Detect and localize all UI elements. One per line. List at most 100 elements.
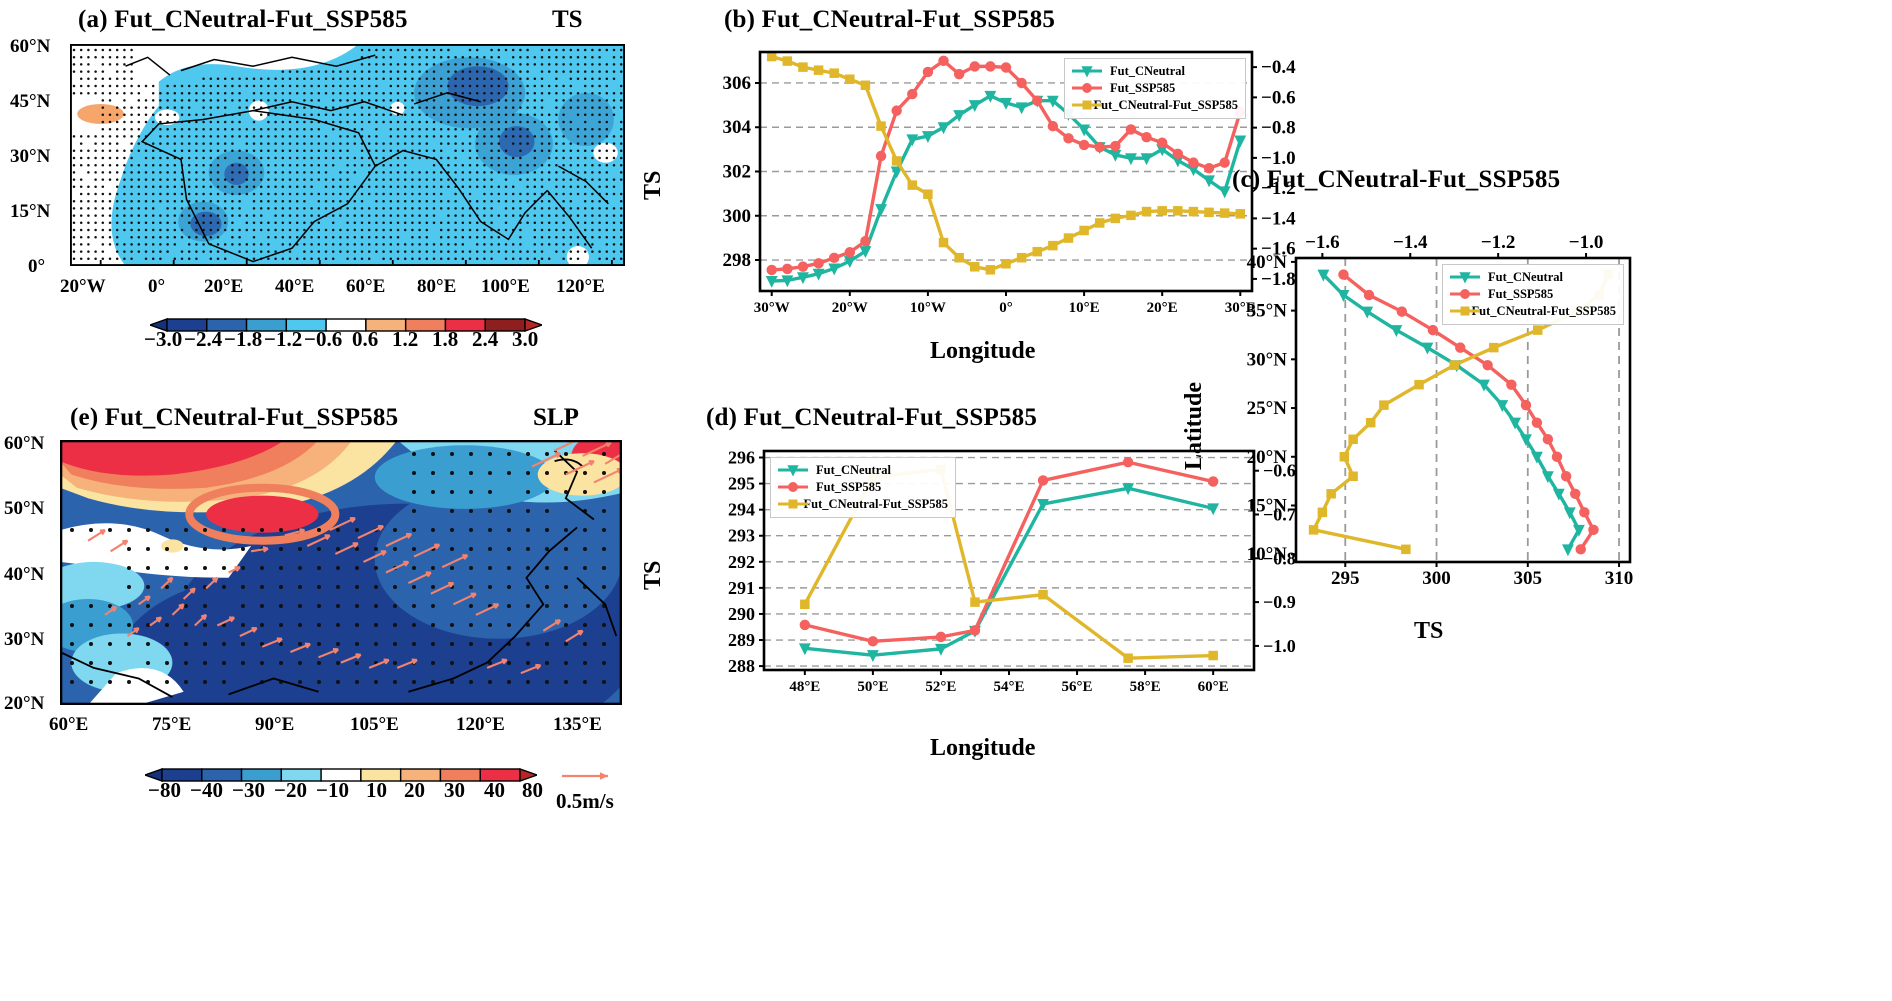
svg-text:58°E: 58°E <box>1130 679 1161 695</box>
svg-text:−1.6: −1.6 <box>1261 239 1296 260</box>
svg-text:10°E: 10°E <box>1069 300 1100 316</box>
panel-a-ytick-0: 0° <box>28 256 46 277</box>
panel-a-ytick-30N: 30°N <box>10 146 51 167</box>
panel-a-cbar-tick-4: −0.6 <box>304 327 343 351</box>
svg-text:50°E: 50°E <box>857 679 888 695</box>
panel-a-corner-label: TS <box>552 6 583 33</box>
svg-text:−1.6: −1.6 <box>1305 232 1340 253</box>
svg-text:296: 296 <box>728 448 755 468</box>
panel-a-xtick-40E: 40°E <box>275 276 315 297</box>
panel-e-cbar-tick-4: −10 <box>316 778 349 802</box>
panel-b-ylabel: TS <box>640 170 666 200</box>
panel-e-ytick-50N: 50°N <box>4 498 45 519</box>
panel-a-cbar-tick-8: 2.4 <box>472 327 499 351</box>
panel-a-xtick-0: 0° <box>148 276 166 297</box>
svg-text:56°E: 56°E <box>1062 679 1093 695</box>
svg-text:20°E: 20°E <box>1147 300 1178 316</box>
svg-text:−0.6: −0.6 <box>1261 87 1296 108</box>
panel-a-xtick-20W: 20°W <box>60 276 106 297</box>
legend-item-ssp585: Fut_SSP585 <box>776 479 948 496</box>
panel-e-ytick-20N: 20°N <box>4 693 45 714</box>
legend-swatch-cneutral <box>1448 272 1482 284</box>
svg-text:25°N: 25°N <box>1247 398 1288 419</box>
panel-e-xtick-60E: 60°E <box>49 714 89 735</box>
panel-b-title: (b) Fut_CNeutral-Fut_SSP585 <box>724 6 1056 33</box>
legend-item-cneutral: Fut_CNeutral <box>1070 63 1238 80</box>
svg-text:40°N: 40°N <box>1247 252 1288 273</box>
svg-text:−0.6: −0.6 <box>1263 461 1296 481</box>
legend-label-cneutral: Fut_CNeutral <box>1488 270 1563 285</box>
svg-text:−1.2: −1.2 <box>1261 178 1296 199</box>
legend-label-diff: Fut_CNeutral-Fut_SSP585 <box>1471 304 1616 319</box>
panel-e-corner-label: SLP <box>533 404 579 431</box>
svg-text:−0.8: −0.8 <box>1263 548 1296 568</box>
svg-text:−0.8: −0.8 <box>1261 118 1296 139</box>
panel-a-cbar-tick-5: 0.6 <box>352 327 379 351</box>
panel-e-cbar-tick-5: 10 <box>366 778 387 802</box>
svg-text:292: 292 <box>728 552 755 572</box>
panel-a-xtick-80E: 80°E <box>417 276 457 297</box>
panel-e-xtick-75E: 75°E <box>152 714 192 735</box>
panel-e-cbar-tick-9: 80 <box>522 778 543 802</box>
legend-label-cneutral: Fut_CNeutral <box>1110 64 1185 79</box>
legend-label-diff: Fut_CNeutral-Fut_SSP585 <box>1093 98 1238 113</box>
panel-e-cbar-tick-0: −80 <box>148 778 181 802</box>
svg-text:35°N: 35°N <box>1247 301 1288 322</box>
legend-label-ssp585: Fut_SSP585 <box>1488 287 1554 302</box>
panel-d-legend: Fut_CNeutral Fut_SSP585 Fut_CNeutral-Fut_S… <box>770 457 956 518</box>
legend-swatch-ssp585 <box>776 482 810 492</box>
legend-swatch-diff <box>1070 100 1102 110</box>
panel-e-cbar-tick-1: −40 <box>190 778 223 802</box>
legend-item-ssp585: Fut_SSP585 <box>1448 286 1616 303</box>
svg-text:−0.4: −0.4 <box>1261 57 1296 78</box>
panel-a-cbar-tick-0: −3.0 <box>144 327 183 351</box>
legend-item-ssp585: Fut_SSP585 <box>1070 80 1238 97</box>
panel-c-legend: Fut_CNeutral Fut_SSP585 Fut_CNeutral-Fut_S… <box>1442 264 1624 325</box>
svg-text:10°W: 10°W <box>910 300 946 316</box>
svg-text:302: 302 <box>723 162 752 183</box>
panel-e-ytick-30N: 30°N <box>4 629 45 650</box>
panel-e-map <box>60 440 622 705</box>
panel-e-ytick-60N: 60°N <box>4 433 45 454</box>
panel-a-ytick-45N: 45°N <box>10 91 51 112</box>
panel-d-chart: 48°E 50°E 52°E 54°E 56°E 58°E 60°E 288 289 290 291… <box>708 445 1308 700</box>
legend-item-diff: Fut_CNeutral-Fut_SSP585 <box>1448 303 1616 320</box>
panel-e-cbar-tick-3: −20 <box>274 778 307 802</box>
legend-item-cneutral: Fut_CNeutral <box>1448 269 1616 286</box>
panel-d-ylabel: TS <box>640 560 666 590</box>
panel-e-xtick-135E: 135°E <box>553 714 602 735</box>
panel-e-xtick-120E: 120°E <box>456 714 505 735</box>
panel-e-xtick-90E: 90°E <box>255 714 295 735</box>
panel-a-xtick-20E: 20°E <box>204 276 244 297</box>
svg-text:300: 300 <box>1422 568 1451 589</box>
panel-a-cbar-tick-1: −2.4 <box>184 327 223 351</box>
legend-swatch-cneutral <box>776 465 810 477</box>
svg-text:−1.2: −1.2 <box>1481 232 1516 253</box>
panel-b-legend: Fut_CNeutral Fut_SSP585 Fut_CNeutral-Fut_S… <box>1064 58 1246 119</box>
svg-text:10°N: 10°N <box>1247 544 1288 565</box>
panel-e-xtick-105E: 105°E <box>350 714 399 735</box>
legend-swatch-diff <box>776 499 808 509</box>
vector-scale-arrow-icon <box>562 772 608 780</box>
legend-swatch-cneutral <box>1070 66 1104 78</box>
svg-text:288: 288 <box>728 656 755 676</box>
svg-text:−0.7: −0.7 <box>1263 505 1296 525</box>
panel-e-cbar-tick-8: 40 <box>484 778 505 802</box>
svg-text:20°W: 20°W <box>832 300 868 316</box>
svg-text:15°N: 15°N <box>1247 495 1288 516</box>
svg-text:305: 305 <box>1514 568 1543 589</box>
panel-a-xtick-60E: 60°E <box>346 276 386 297</box>
legend-label-diff: Fut_CNeutral-Fut_SSP585 <box>803 497 948 512</box>
panel-a-cbar-tick-9: 3.0 <box>512 327 539 351</box>
panel-a-cbar-tick-2: −1.8 <box>224 327 263 351</box>
svg-text:290: 290 <box>728 604 755 624</box>
panel-b-chart: 30°W 20°W 10°W 0° 10°E 20°E 30°E 298 300 302 304 30… <box>706 46 1306 319</box>
panel-c-chart: 295 300 305 310 −1.6 −1.4 −1.2 −1.0 10°N 15°N 20°N… <box>1236 228 1636 596</box>
svg-text:289: 289 <box>728 630 755 650</box>
svg-text:30°E: 30°E <box>1225 300 1256 316</box>
svg-text:294: 294 <box>728 500 755 520</box>
legend-label-ssp585: Fut_SSP585 <box>816 480 882 495</box>
panel-e-cbar-tick-6: 20 <box>404 778 425 802</box>
legend-item-diff: Fut_CNeutral-Fut_SSP585 <box>776 496 948 513</box>
legend-item-cneutral: Fut_CNeutral <box>776 462 948 479</box>
